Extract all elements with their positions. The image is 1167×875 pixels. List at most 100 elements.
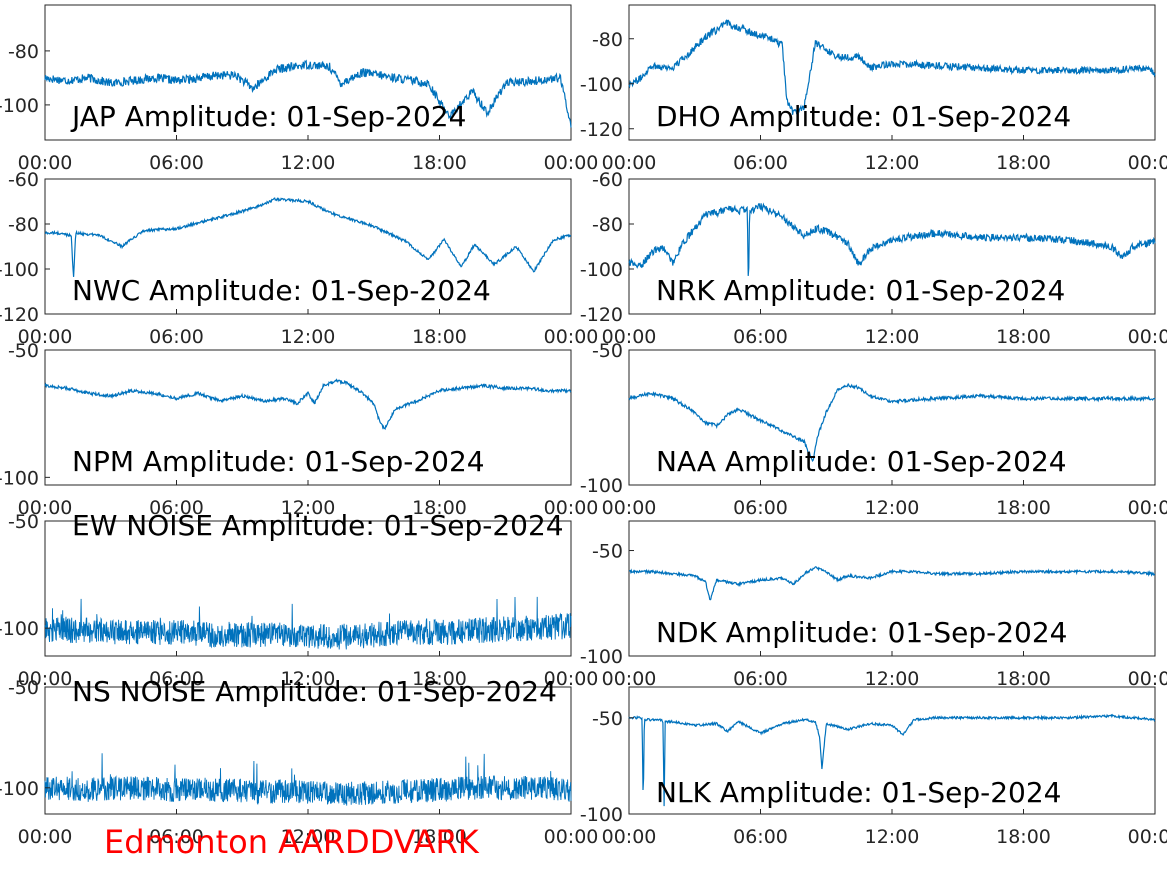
y-tick-label: -80 — [8, 214, 39, 236]
x-tick-label: 18:00 — [412, 152, 467, 174]
panel-title: DHO Amplitude: 01-Sep-2024 — [656, 100, 1071, 133]
y-tick-label: -120 — [580, 304, 623, 326]
series-line — [628, 382, 1156, 462]
x-tick-label: 18:00 — [412, 326, 467, 348]
x-tick-label: 12:00 — [281, 326, 336, 348]
x-tick-label: 00:00 — [602, 497, 657, 519]
plot-area — [628, 178, 1156, 315]
y-tick-label: -50 — [8, 340, 39, 362]
y-tick-label: -100 — [0, 95, 39, 117]
x-tick-label: 00:00 — [544, 152, 599, 174]
panel-6: 00:00 06:00 12:00 18:00 00:00 -50 -100 NAA Ampl… — [580, 340, 1167, 519]
panel-10: 00:00 06:00 12:00 18:00 00:00 -50 -100 NLK Ampl… — [580, 686, 1167, 848]
x-tick-label: 12:00 — [281, 497, 336, 519]
x-tick-label: 06:00 — [149, 152, 204, 174]
y-tick-label: -50 — [8, 511, 39, 533]
series-line — [44, 753, 572, 806]
x-tick-label: 00:00 — [1128, 668, 1167, 690]
panel-title: NS NOISE Amplitude: 01-Sep-2024 — [72, 675, 557, 708]
series-line — [44, 59, 572, 128]
series-line — [628, 202, 1156, 276]
y-tick-label: -120 — [580, 119, 623, 141]
plot-area — [628, 4, 1156, 141]
panels: 00:00 06:00 12:00 18:00 00:00 -80 -100 JAP Ampl… — [0, 4, 1167, 848]
x-tick-label: 06:00 — [733, 668, 788, 690]
panel-3: 00:00 06:00 12:00 18:00 00:00 -60 -80 -100 -120 N… — [0, 169, 598, 348]
x-tick-label: 00:00 — [1128, 326, 1167, 348]
y-tick-label: -50 — [592, 340, 623, 362]
x-tick-label: 00:00 — [602, 826, 657, 848]
x-tick-label: 18:00 — [412, 497, 467, 519]
series-line — [628, 713, 1156, 807]
x-tick-label: 00:00 — [544, 826, 599, 848]
panel-1: 00:00 06:00 12:00 18:00 00:00 -80 -100 JAP Ampl… — [0, 4, 599, 174]
y-tick-label: -120 — [0, 304, 39, 326]
y-tick-label: -100 — [580, 804, 623, 826]
x-tick-label: 00:00 — [18, 326, 73, 348]
y-tick-label: -50 — [8, 677, 39, 699]
footer-label: Edmonton AARDDVARK — [104, 823, 480, 861]
series-line — [45, 197, 572, 277]
panel-4: 00:00 06:00 12:00 18:00 00:00 -60 -80 -100 -120 N… — [580, 169, 1167, 348]
x-tick-label: 18:00 — [996, 826, 1051, 848]
plot-area — [628, 520, 1156, 657]
x-tick-label: 06:00 — [733, 326, 788, 348]
x-tick-label: 12:00 — [865, 326, 920, 348]
x-tick-label: 18:00 — [412, 826, 467, 848]
series-line — [44, 596, 572, 650]
y-tick-label: -100 — [580, 646, 623, 668]
panel-2: 00:00 06:00 12:00 18:00 00:00 -80 -100 -120 DHO … — [580, 4, 1167, 174]
y-tick-label: -100 — [0, 467, 39, 489]
y-tick-label: -100 — [580, 475, 623, 497]
x-tick-label: 00:00 — [18, 152, 73, 174]
x-tick-label: 06:00 — [149, 497, 204, 519]
y-tick-label: -50 — [592, 708, 623, 730]
panel-title: NPM Amplitude: 01-Sep-2024 — [72, 445, 485, 478]
panel-title: NLK Amplitude: 01-Sep-2024 — [656, 776, 1062, 809]
x-tick-label: 00:00 — [544, 668, 599, 690]
panel-8: 00:00 06:00 12:00 18:00 00:00 -50 -100 NDK Ampl… — [580, 520, 1167, 690]
x-tick-label: 00:00 — [602, 152, 657, 174]
x-tick-label: 18:00 — [996, 152, 1051, 174]
x-tick-label: 12:00 — [865, 497, 920, 519]
plot-area — [628, 349, 1156, 486]
series-line — [628, 566, 1155, 601]
panel-9: 00:00 06:00 12:00 18:00 00:00 -50 -100 NS NOISE… — [0, 675, 598, 848]
y-tick-label: -80 — [8, 41, 39, 63]
panel-5: 00:00 06:00 12:00 18:00 00:00 -50 -100 NPM Ampl… — [0, 340, 598, 519]
series-line — [44, 378, 572, 431]
y-tick-label: -100 — [0, 259, 39, 281]
panel-title: NDK Amplitude: 01-Sep-2024 — [656, 616, 1067, 649]
plot-area — [44, 349, 572, 486]
x-tick-label: 00:00 — [1128, 152, 1167, 174]
x-tick-label: 12:00 — [281, 152, 336, 174]
y-tick-label: -60 — [8, 169, 39, 191]
x-tick-label: 12:00 — [281, 668, 336, 690]
x-tick-label: 00:00 — [18, 826, 73, 848]
x-tick-label: 00:00 — [1128, 497, 1167, 519]
x-tick-label: 06:00 — [733, 497, 788, 519]
panel-title: NWC Amplitude: 01-Sep-2024 — [72, 274, 491, 307]
series-line — [628, 19, 1156, 115]
panel-title: EW NOISE Amplitude: 01-Sep-2024 — [72, 509, 564, 542]
panel-title: NAA Amplitude: 01-Sep-2024 — [656, 445, 1067, 478]
x-tick-label: 00:00 — [18, 497, 73, 519]
x-tick-label: 06:00 — [733, 152, 788, 174]
y-tick-label: -60 — [592, 169, 623, 191]
x-tick-label: 12:00 — [865, 152, 920, 174]
x-tick-label: 00:00 — [602, 326, 657, 348]
panel-7: 00:00 06:00 12:00 18:00 00:00 -50 -100 EW NOISE… — [0, 509, 598, 690]
panel-title: JAP Amplitude: 01-Sep-2024 — [70, 100, 466, 133]
y-tick-label: -80 — [592, 214, 623, 236]
plot-area — [44, 4, 572, 141]
x-tick-label: 06:00 — [149, 826, 204, 848]
x-tick-label: 18:00 — [412, 668, 467, 690]
y-tick-label: -100 — [580, 74, 623, 96]
y-tick-label: -100 — [580, 259, 623, 281]
x-tick-label: 12:00 — [865, 668, 920, 690]
panel-title: NRK Amplitude: 01-Sep-2024 — [656, 274, 1065, 307]
x-tick-label: 00:00 — [544, 497, 599, 519]
x-tick-label: 12:00 — [865, 826, 920, 848]
y-tick-label: -50 — [592, 541, 623, 563]
